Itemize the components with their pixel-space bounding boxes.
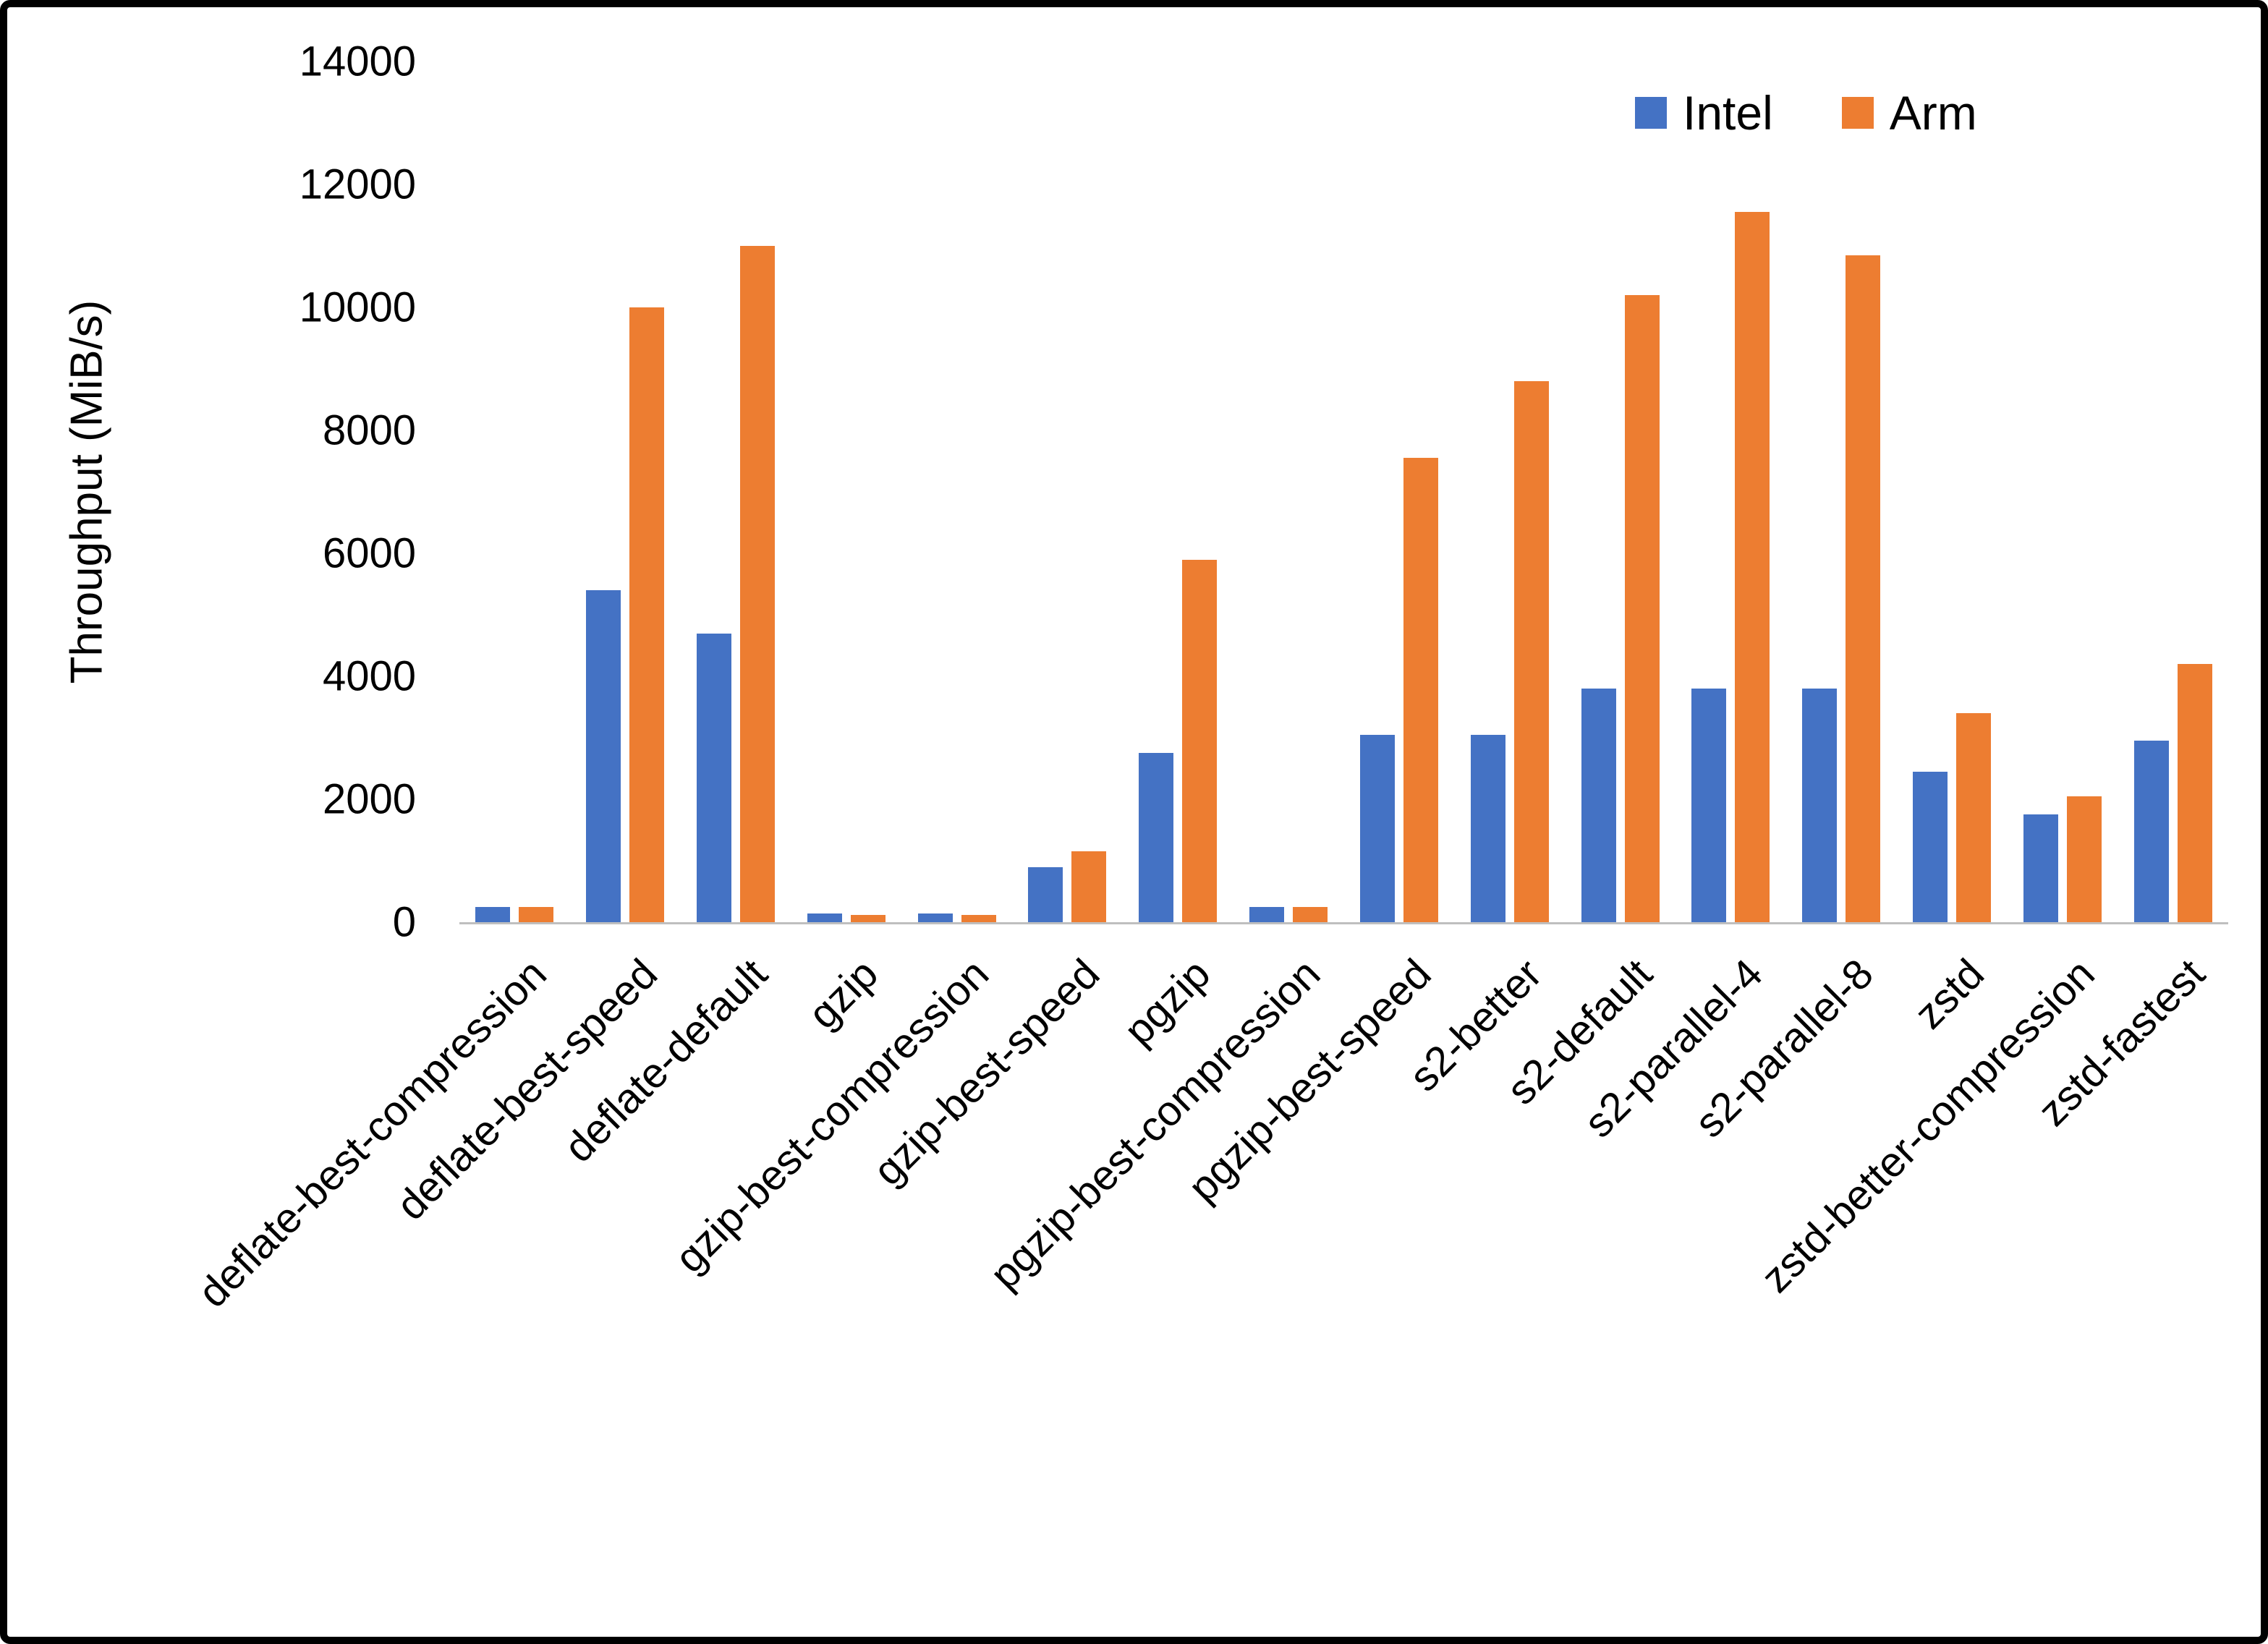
x-category-label: gzip (799, 950, 888, 1038)
y-tick-label: 6000 (322, 529, 416, 577)
bar-intel-gzip (807, 913, 842, 922)
y-axis-title: Throughput (MiB/s) (61, 299, 112, 684)
bar-arm-zstd (1955, 713, 1991, 922)
bar-intel-deflate-best-speed (586, 590, 621, 922)
x-category-label: pgzip (1114, 950, 1219, 1055)
bar-intel-deflate-default (697, 633, 732, 922)
bar-arm-deflate-best-compression (519, 906, 554, 922)
y-tick-label: 14000 (299, 38, 416, 85)
legend-label: Intel (1683, 86, 1773, 140)
legend-label: Arm (1889, 86, 1977, 140)
bar-intel-zstd-better-compression (2023, 814, 2058, 922)
legend-item-arm: Arm (1841, 85, 1977, 140)
y-tick-label: 8000 (322, 406, 416, 454)
bar-intel-zstd (1912, 771, 1948, 922)
bar-arm-gzip-best-speed (1071, 851, 1107, 922)
x-axis-line (459, 922, 2228, 924)
bar-arm-gzip (850, 914, 885, 922)
y-tick-label: 0 (392, 898, 416, 946)
legend-swatch-intel (1635, 97, 1667, 129)
bar-intel-deflate-best-compression (475, 906, 511, 922)
bar-arm-s2-default (1624, 295, 1660, 922)
bar-intel-s2-better (1470, 734, 1505, 922)
bar-intel-s2-parallel-8 (1802, 689, 1838, 922)
y-tick-label: 4000 (322, 652, 416, 700)
bar-arm-pgzip-best-compression (1293, 906, 1328, 922)
y-tick-label: 10000 (299, 284, 416, 331)
bar-intel-zstd-fastest (2133, 741, 2169, 922)
bar-arm-zstd-better-compression (2066, 796, 2102, 922)
y-tick-label: 12000 (299, 161, 416, 208)
bar-intel-s2-parallel-4 (1691, 689, 1727, 922)
bar-arm-deflate-best-speed (629, 307, 665, 922)
bar-arm-gzip-best-compression (961, 914, 996, 922)
bar-arm-pgzip (1182, 559, 1218, 922)
bar-intel-gzip-best-compression (917, 913, 953, 922)
legend: Intel Arm (1635, 85, 1977, 140)
legend-swatch-arm (1841, 97, 1874, 129)
bar-intel-pgzip-best-speed (1359, 734, 1395, 922)
bar-intel-pgzip (1139, 753, 1174, 922)
bar-arm-pgzip-best-speed (1403, 458, 1438, 922)
bar-intel-pgzip-best-compression (1249, 906, 1285, 922)
bar-arm-s2-better (1513, 381, 1549, 922)
y-tick-label: 2000 (322, 775, 416, 823)
bar-intel-s2-default (1581, 689, 1616, 922)
bar-intel-gzip-best-speed (1028, 866, 1063, 922)
x-category-label: zstd (1905, 950, 1993, 1038)
bar-arm-s2-parallel-8 (1846, 255, 1881, 922)
bar-arm-zstd-fastest (2177, 664, 2212, 922)
bar-arm-deflate-default (740, 246, 776, 922)
bar-arm-s2-parallel-4 (1735, 212, 1770, 922)
legend-item-intel: Intel (1635, 85, 1773, 140)
